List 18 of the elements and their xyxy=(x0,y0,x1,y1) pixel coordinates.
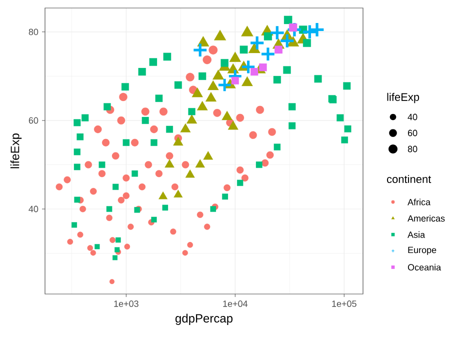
legend-label: Africa xyxy=(408,198,431,206)
y-tick-label: 60 xyxy=(28,117,38,124)
legend-label: 40 xyxy=(408,114,418,120)
x-tick-label: 1e+03 xyxy=(114,300,138,307)
legend-label: Americas xyxy=(408,214,445,222)
x-tick-label: 1e+05 xyxy=(332,300,356,307)
legend-title: continent xyxy=(387,174,432,184)
legend-label: Asia xyxy=(408,231,426,238)
legend-label: Oceania xyxy=(408,264,442,271)
y-axis-title: lifeExp xyxy=(10,134,22,168)
legend-label: Europe xyxy=(408,246,436,255)
x-tick-label: 1e+04 xyxy=(223,300,248,307)
y-tick-label: 40 xyxy=(28,206,38,212)
y-tick-label: 80 xyxy=(28,28,38,36)
legend-label: 80 xyxy=(408,146,418,152)
text: lifeExp xyxy=(387,92,420,104)
x-axis-title: gdpPercap xyxy=(175,314,233,325)
legend-label: 60 xyxy=(408,130,418,136)
